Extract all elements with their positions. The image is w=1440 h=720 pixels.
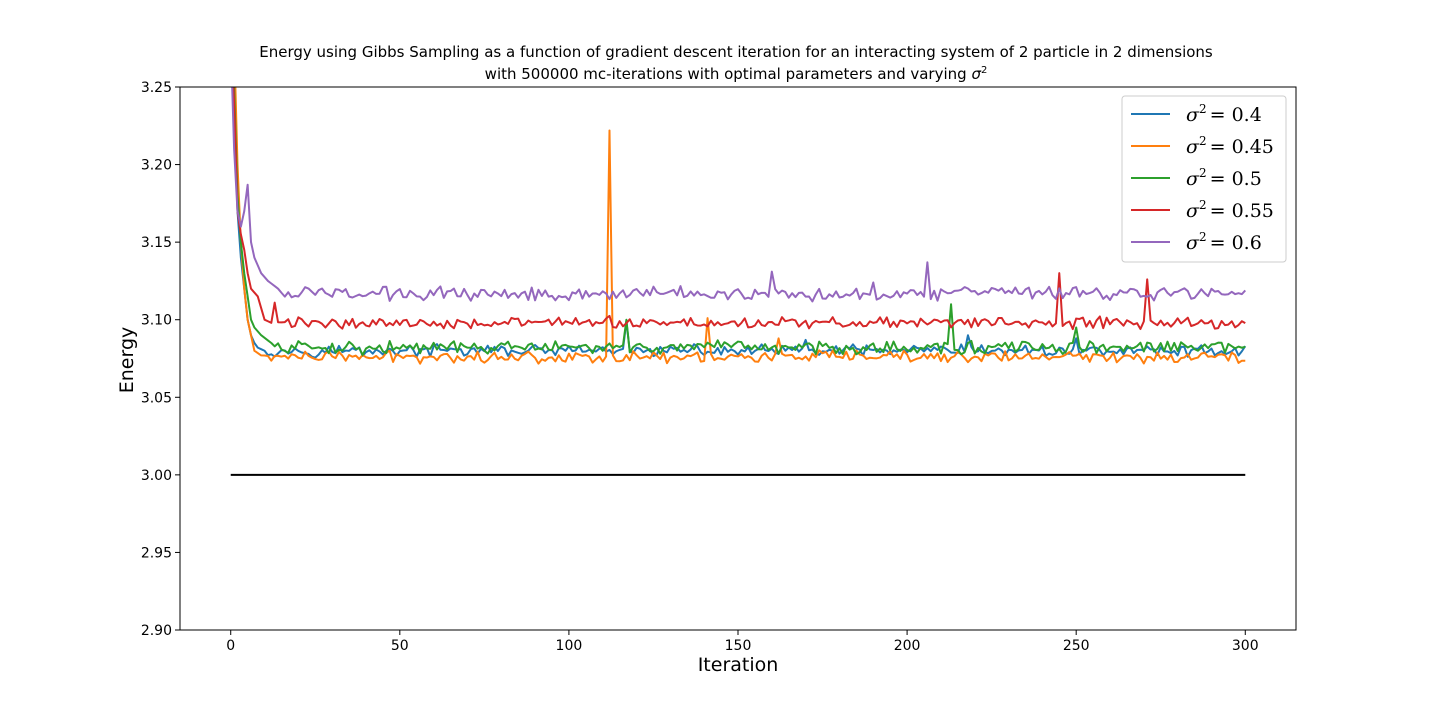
y-tick-label: 3.15 [141,235,172,251]
chart-title-sigma: σ [971,65,981,83]
plot-area [230,87,1247,476]
x-tick-label: 300 [1232,638,1259,654]
legend-label: σ2 = 0.6 [1186,230,1262,254]
legend-label: σ2 = 0.45 [1186,134,1274,158]
chart-title-exponent: 2 [981,65,987,76]
legend-label: σ2 = 0.4 [1186,102,1262,126]
y-tick-label: 2.95 [141,545,172,561]
legend-item: σ2 = 0.6 [1131,230,1262,254]
y-axis-label: Energy [116,327,138,394]
chart-title-line1: Energy using Gibbs Sampling as a functio… [259,43,1213,61]
x-tick-label: 100 [556,638,583,654]
series-lines [231,87,1247,365]
y-tick-label: 3.10 [141,313,172,329]
chart-title-line2: with 500000 mc-iterations with optimal p… [485,65,988,83]
series-line-4 [231,87,1247,303]
y-tick-label: 3.00 [141,468,172,484]
series-line-0 [233,87,1247,359]
y-tick-label: 3.25 [141,80,172,96]
axes: 0 50 100 150 200 250 300 2.90 2.95 3.00 3.05 3.10 3.… [141,80,1297,654]
series-line-3 [232,87,1246,331]
legend-item: σ2 = 0.4 [1131,102,1262,126]
x-axis-label: Iteration [698,654,779,676]
legend-item: σ2 = 0.45 [1131,134,1274,158]
x-tick-label: 0 [226,638,235,654]
legend-box [1121,95,1287,263]
y-tick-label: 2.90 [141,623,172,639]
chart-title-line2-prefix: with 500000 mc-iterations with optimal p… [485,65,972,83]
x-tick-label: 50 [391,638,409,654]
x-tick-label: 250 [1063,638,1090,654]
legend-item: σ2 = 0.5 [1131,166,1262,190]
y-tick-label: 3.05 [141,390,172,406]
x-tick-label: 150 [725,638,752,654]
legend: σ2 = 0.4 σ2 = 0.45 σ2 = 0.5 σ2 = 0.55 σ2 = 0.6 [1121,95,1287,263]
legend-label: σ2 = 0.55 [1186,198,1274,222]
series-line-2 [233,87,1246,356]
x-tick-label: 200 [894,638,921,654]
series-line-1 [234,87,1246,365]
legend-label: σ2 = 0.5 [1186,166,1262,190]
legend-item: σ2 = 0.55 [1131,198,1274,222]
y-tick-label: 3.20 [141,158,172,174]
